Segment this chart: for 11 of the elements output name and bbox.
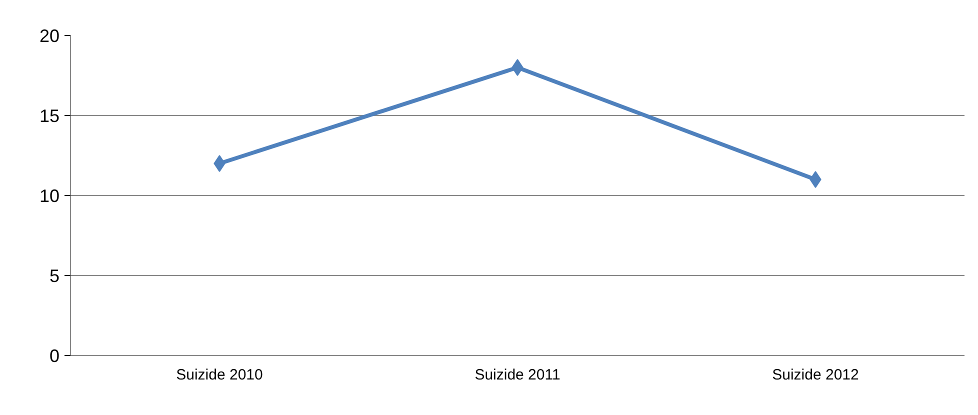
x-tick-label: Suizide 2010 <box>176 366 263 384</box>
y-tick-label: 15 <box>39 106 60 126</box>
point <box>512 59 524 76</box>
y-tick-label: 20 <box>39 26 60 46</box>
y-tick-label: 5 <box>49 266 60 286</box>
point <box>214 155 226 172</box>
point <box>810 171 822 188</box>
y-tick-label: 0 <box>49 346 60 366</box>
x-tick-label: Suizide 2011 <box>474 366 560 384</box>
y-tick-label: 10 <box>39 186 60 206</box>
x-tick-label: Suizide 2012 <box>772 366 859 384</box>
